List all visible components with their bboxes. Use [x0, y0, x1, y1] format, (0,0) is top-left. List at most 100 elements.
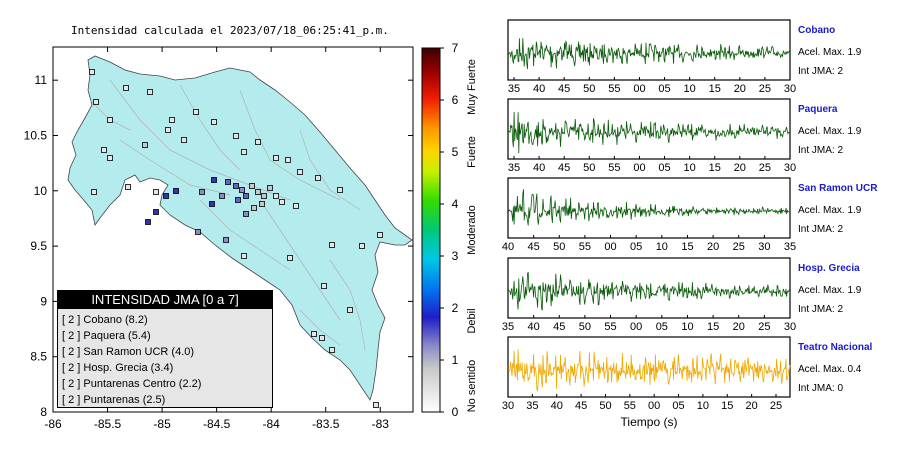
- lon-tick-label: -85: [153, 417, 171, 431]
- station-marker: [347, 307, 353, 313]
- waveform-tick-label: 40: [533, 83, 545, 95]
- station-marker: [223, 237, 229, 243]
- station-marker: [225, 179, 231, 185]
- waveform-trace: [507, 111, 791, 154]
- station-name: Paquera: [798, 104, 838, 115]
- legend-item: [ 2 ] San Ramon UCR (4.0): [62, 346, 195, 358]
- waveform-tick-label: 05: [658, 162, 670, 174]
- station-marker: [273, 193, 279, 199]
- station-marker: [251, 205, 257, 211]
- map-title: Intensidad calculada el 2023/07/18_06:25…: [71, 24, 389, 37]
- acel-max: Acel. Max. 1.9: [798, 47, 862, 58]
- station-marker: [209, 201, 215, 207]
- station-marker: [107, 117, 113, 123]
- colorbar-level-label: Debil: [466, 308, 478, 333]
- waveform-tick-label: 05: [630, 241, 642, 253]
- waveform-panel: 30 35 40 45 50 55 00 05 10 15 20 25 Teatro Nacional A…: [502, 336, 872, 412]
- colorbar-level-label: Moderado: [466, 205, 478, 255]
- station-marker: [293, 203, 299, 209]
- waveform-tick-label: 40: [533, 162, 545, 174]
- waveform-tick-label: 35: [502, 321, 514, 333]
- waveform-tick-label: 25: [759, 83, 771, 95]
- acel-max: Acel. Max. 1.9: [798, 285, 862, 296]
- waveform-tick-label: 20: [707, 241, 719, 253]
- waveform-tick-label: 30: [784, 83, 796, 95]
- station-marker: [235, 197, 241, 203]
- waveform-panels: 35 40 45 50 55 00 05 10 15 20 25 30 Cobano Acel. Max.…: [502, 19, 878, 429]
- int-jma: Int JMA: 2: [798, 145, 843, 156]
- x-axis-label: Tiempo (s): [621, 415, 678, 429]
- station-marker: [211, 119, 217, 125]
- waveform-tick-label: 00: [630, 321, 642, 333]
- waveform-panel: 35 40 45 50 55 00 05 10 15 20 25 30 Hosp. Grecia Acel…: [502, 257, 862, 333]
- station-marker: [373, 402, 379, 408]
- lat-tick-label: 10.5: [24, 128, 48, 142]
- colorbar-tick-label: 1: [452, 353, 459, 367]
- acel-max: Acel. Max. 0.4: [798, 364, 862, 375]
- colorbar-level-label: No sentido: [466, 360, 478, 413]
- waveform-tick-label: 30: [502, 400, 514, 412]
- waveform-tick-label: 10: [681, 321, 693, 333]
- lat-tick-label: 10: [34, 184, 48, 198]
- station-marker: [377, 232, 383, 238]
- station-marker: [181, 137, 187, 143]
- waveform-tick-label: 20: [733, 321, 745, 333]
- waveform-tick-label: 10: [684, 162, 696, 174]
- station-marker: [169, 117, 175, 123]
- lon-tick-label: -86: [44, 417, 62, 431]
- waveform-tick-label: 50: [599, 400, 611, 412]
- road-network: [89, 79, 366, 351]
- station-marker: [153, 189, 159, 195]
- lat-tick-label: 8: [40, 405, 47, 419]
- waveform-tick-label: 15: [709, 162, 721, 174]
- station-marker: [153, 209, 159, 215]
- int-jma: Int JMA: 2: [798, 304, 843, 315]
- waveform-tick-label: 00: [633, 83, 645, 95]
- lon-tick-label: -85.5: [94, 417, 122, 431]
- int-jma: Int JMA: 0: [798, 383, 843, 394]
- waveform-tick-label: 45: [575, 400, 587, 412]
- station-marker: [142, 142, 148, 148]
- waveform-tick-label: 50: [553, 241, 565, 253]
- lon-tick-label: -84: [263, 417, 281, 431]
- waveform-tick-label: 45: [558, 83, 570, 95]
- map-axes: -86 -85.5 -85 -84.5 -84 -83.5 -83 8 8.5 9 9.5 10 10.…: [24, 47, 413, 431]
- waveform-tick-label: 30: [758, 241, 770, 253]
- station-marker: [255, 189, 261, 195]
- costa-rica-land: [67, 55, 413, 401]
- waveform-frame: [507, 177, 791, 239]
- waveform-tick-label: 20: [734, 162, 746, 174]
- lon-tick-label: -84.5: [203, 417, 231, 431]
- waveform-tick-label: 20: [734, 83, 746, 95]
- lon-tick-label: -83.5: [312, 417, 340, 431]
- waveform-tick-label: 25: [758, 321, 770, 333]
- waveform-tick-label: 45: [553, 321, 565, 333]
- station-marker: [89, 69, 95, 75]
- waveform-tick-label: 35: [508, 83, 520, 95]
- waveform-tick-label: 05: [656, 321, 668, 333]
- station-marker: [297, 169, 303, 175]
- station-marker: [315, 175, 321, 181]
- waveform-tick-label: 50: [579, 321, 591, 333]
- lat-tick-label: 8.5: [30, 350, 47, 364]
- waveform-tick-label: 20: [746, 400, 758, 412]
- waveform-trace: [507, 38, 791, 69]
- station-marker: [329, 242, 335, 248]
- station-marker: [173, 188, 179, 194]
- colorbar-level-label: Fuerte: [466, 136, 478, 168]
- station-marker: [163, 193, 169, 199]
- station-marker: [337, 187, 343, 193]
- lat-tick-label: 9: [40, 294, 47, 308]
- station-marker: [199, 189, 205, 195]
- waveform-tick-label: 45: [558, 162, 570, 174]
- waveform-panel: 40 45 50 55 00 05 10 15 20 25 30 35 San Ramon UCR Ace…: [502, 177, 878, 253]
- acel-max: Acel. Max. 1.9: [798, 126, 862, 137]
- waveform-tick-label: 15: [709, 83, 721, 95]
- legend-item: [ 2 ] Hosp. Grecia (3.4): [62, 362, 174, 374]
- waveform-tick-label: 30: [784, 321, 796, 333]
- waveform-tick-label: 00: [633, 162, 645, 174]
- colorbar-tick-label: 6: [452, 93, 459, 107]
- waveform-tick-label: 15: [707, 321, 719, 333]
- legend-title: INTENSIDAD JMA [0 a 7]: [58, 291, 272, 309]
